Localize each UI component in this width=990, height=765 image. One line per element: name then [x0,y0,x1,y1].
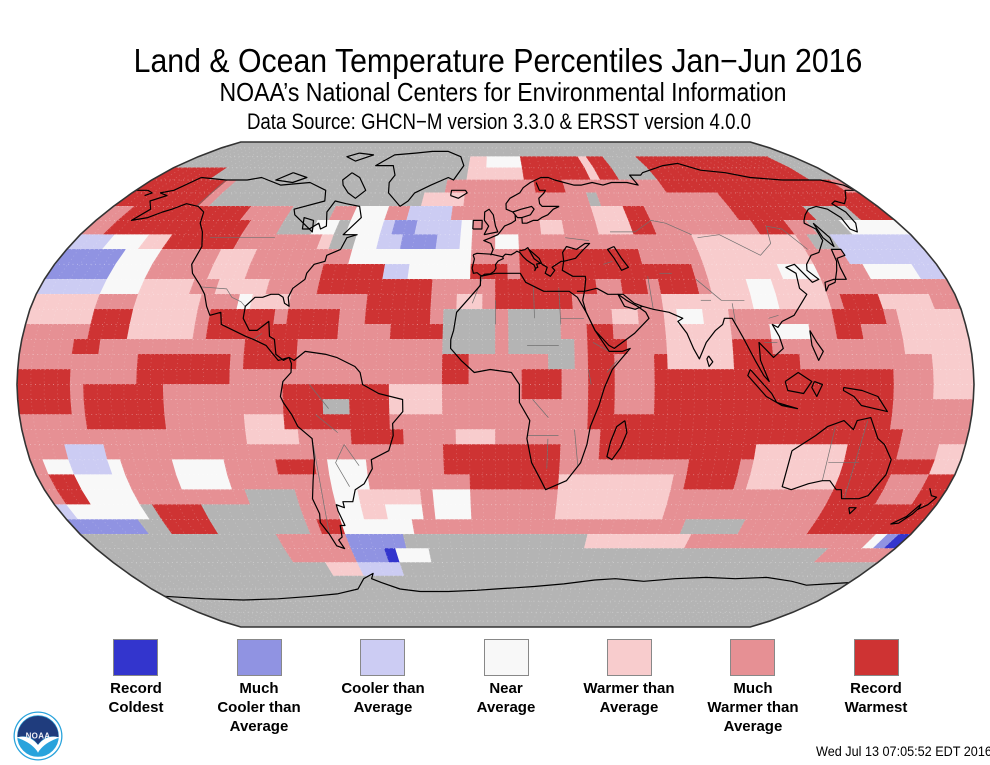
svg-text:NOAA: NOAA [26,732,51,741]
